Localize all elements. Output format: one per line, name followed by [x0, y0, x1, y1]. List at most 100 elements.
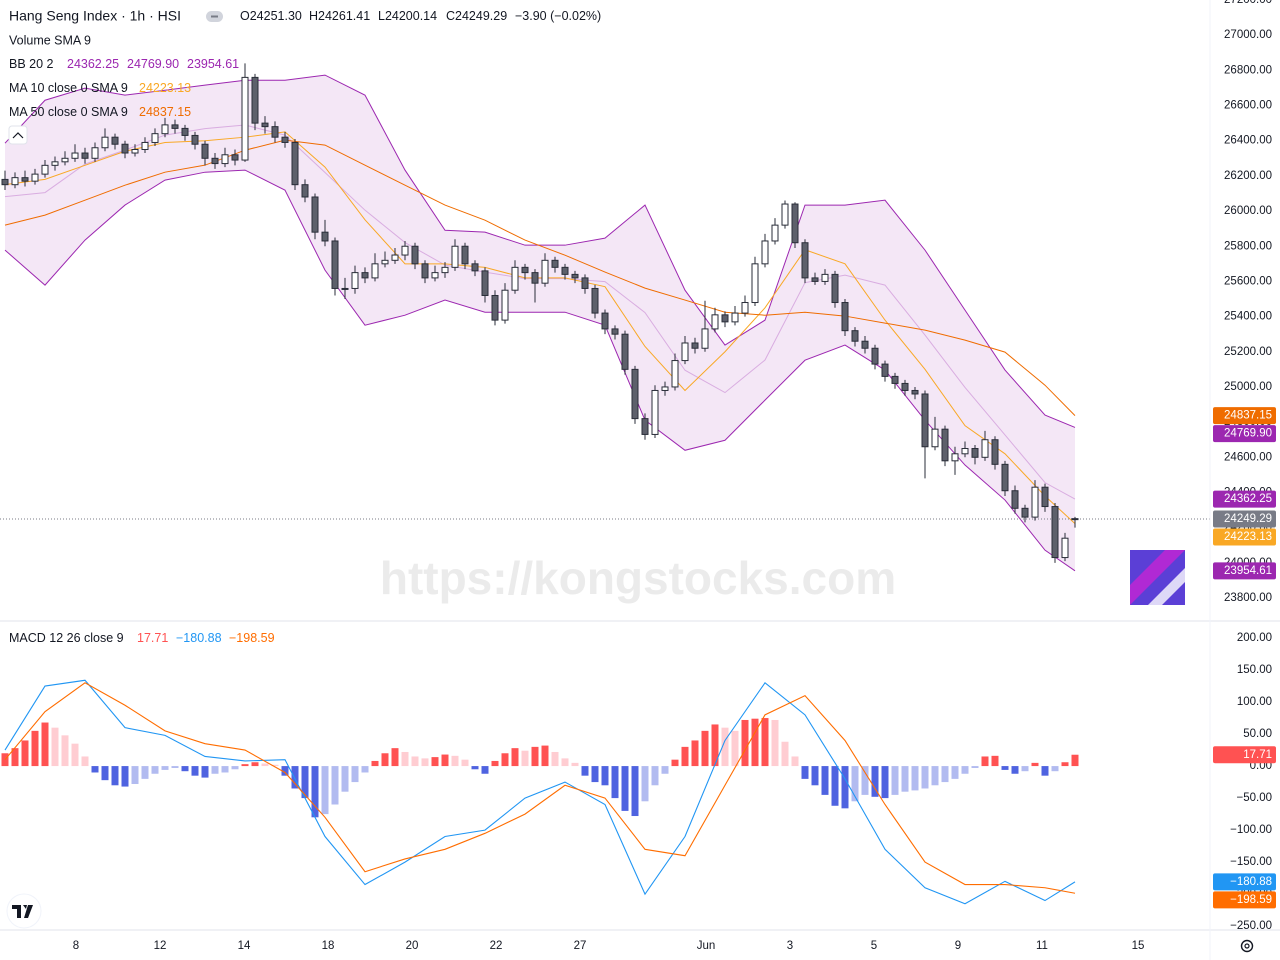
x-tick-label: 9 [955, 940, 961, 952]
candle-body [161, 124, 169, 135]
histogram-bar [961, 766, 969, 774]
tags-layer: 24837.15 24769.90 24362.25 24249.29 24223.13… [1213, 407, 1276, 909]
y-tick-label: 26000.00 [1224, 205, 1272, 217]
candle-body [721, 314, 729, 323]
ma50-legend[interactable]: MA 50 close 0 SMA 9 24837.15 [9, 105, 191, 119]
histogram-bar [131, 766, 139, 785]
histogram-bar [411, 756, 419, 767]
candle-body [501, 289, 509, 321]
logo-mark [12, 905, 33, 918]
price-tag-label: 23954.61 [1224, 565, 1272, 577]
histogram-bar [761, 718, 769, 767]
candle-body [331, 240, 339, 289]
histogram-bar [571, 762, 579, 767]
site-logo [1130, 550, 1185, 605]
histogram-bar [1001, 766, 1009, 770]
candle-body [811, 277, 819, 282]
price-tag [1213, 746, 1276, 764]
candle-body [431, 272, 439, 279]
histogram-bar [111, 766, 119, 786]
histogram-bar [831, 766, 839, 806]
candle-body [771, 224, 779, 242]
histogram-bar [781, 741, 789, 767]
ma-name: MA 10 close 0 SMA 9 [9, 81, 128, 95]
candle-body [1011, 490, 1019, 509]
histogram-bar [281, 766, 289, 776]
candle-body [831, 273, 839, 304]
watermark: https://kongstocks.com [380, 552, 896, 604]
tradingview-logo[interactable] [6, 893, 42, 929]
histogram-bar [361, 766, 369, 773]
histogram-bar [61, 735, 69, 767]
histogram-bar [441, 754, 449, 767]
histogram-bar [431, 757, 439, 767]
x-tick-label: 22 [490, 940, 503, 952]
histogram-bar [491, 760, 499, 767]
histogram-bar [611, 766, 619, 799]
candle-body [221, 154, 229, 165]
x-tick-label: 27 [574, 940, 587, 952]
candle-body [591, 287, 599, 314]
histogram-bar [21, 740, 29, 767]
histogram-bar [81, 756, 89, 767]
collapse-legend-button[interactable] [8, 125, 28, 145]
histogram-bar [911, 766, 919, 791]
candle-body [71, 152, 79, 159]
histogram-bar [1031, 762, 1039, 767]
logo-stripe [1148, 568, 1185, 605]
candle-body [101, 136, 109, 149]
histogram-bar [531, 746, 539, 767]
candle-body [251, 76, 259, 124]
status-pill-dash [211, 15, 218, 18]
candle-body [1, 178, 9, 186]
candle-body [1041, 486, 1049, 508]
volume-legend[interactable]: Volume SMA 9 [9, 33, 91, 47]
histogram-bar [301, 766, 309, 799]
y-tick-label: 25600.00 [1224, 275, 1272, 287]
macd-legend[interactable]: MACD 12 26 close 9 17.71 −180.88 −198.59 [9, 631, 275, 645]
candle-body [21, 177, 29, 182]
histogram-bar [151, 766, 159, 774]
histogram-bar [1061, 762, 1069, 767]
candle-body [211, 157, 219, 165]
y-tick-label: 27000.00 [1224, 29, 1272, 41]
candle-body [271, 126, 279, 138]
candle-body [391, 254, 399, 261]
y-tick-label: 27200.00 [1224, 0, 1272, 6]
candle-body [141, 141, 149, 151]
candle-body [691, 342, 699, 349]
candle-body [291, 141, 299, 186]
histogram-bar [991, 755, 999, 767]
candle-body [81, 152, 89, 159]
histogram-bar [721, 727, 729, 767]
candle-body [171, 124, 179, 129]
candle-body [1031, 486, 1039, 518]
histogram-bar [201, 766, 209, 778]
histogram-bar [901, 766, 909, 792]
histogram-bar [91, 766, 99, 773]
x-tick-label: 15 [1132, 940, 1145, 952]
candle-body [481, 270, 489, 296]
candle-body [61, 157, 69, 163]
price-tag [1213, 407, 1276, 425]
candle-body [411, 245, 419, 265]
histogram-bar [731, 730, 739, 767]
histogram-bar [1, 753, 9, 767]
ma10-legend[interactable]: MA 10 close 0 SMA 9 24223.13 [9, 81, 191, 95]
candle-body [881, 363, 889, 377]
histogram-bar [981, 756, 989, 767]
candle-body [451, 245, 459, 268]
candle-body [871, 347, 879, 365]
bb-legend[interactable]: BB 20 2 24362.25 24769.90 23954.61 [9, 57, 239, 71]
hist-value: 17.71 [137, 631, 168, 645]
settings-button[interactable] [1240, 939, 1254, 953]
histogram-bar [651, 766, 659, 786]
histogram-bar [231, 766, 239, 770]
candle-body [981, 439, 989, 458]
histogram-bar [741, 719, 749, 767]
histogram-bar [51, 727, 59, 767]
candle-body [951, 453, 959, 462]
candle-body [241, 76, 249, 161]
candle-body [801, 242, 809, 279]
price-tag [1213, 562, 1276, 580]
